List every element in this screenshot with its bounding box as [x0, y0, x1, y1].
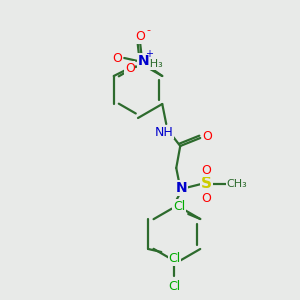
- Text: CH₃: CH₃: [142, 59, 163, 69]
- Text: N: N: [137, 54, 149, 68]
- Text: Cl: Cl: [173, 200, 185, 212]
- Text: +: +: [145, 49, 153, 59]
- Text: O: O: [135, 31, 145, 44]
- Text: NH: NH: [155, 125, 174, 139]
- Text: CH₃: CH₃: [227, 179, 248, 189]
- Text: Cl: Cl: [168, 280, 180, 292]
- Text: Cl: Cl: [168, 253, 180, 266]
- Text: N: N: [176, 181, 187, 195]
- Text: O: O: [125, 61, 135, 74]
- Text: O: O: [202, 130, 212, 142]
- Text: O: O: [201, 191, 211, 205]
- Text: O: O: [201, 164, 211, 176]
- Text: S: S: [201, 176, 212, 191]
- Text: O: O: [112, 52, 122, 64]
- Text: -: -: [146, 25, 150, 35]
